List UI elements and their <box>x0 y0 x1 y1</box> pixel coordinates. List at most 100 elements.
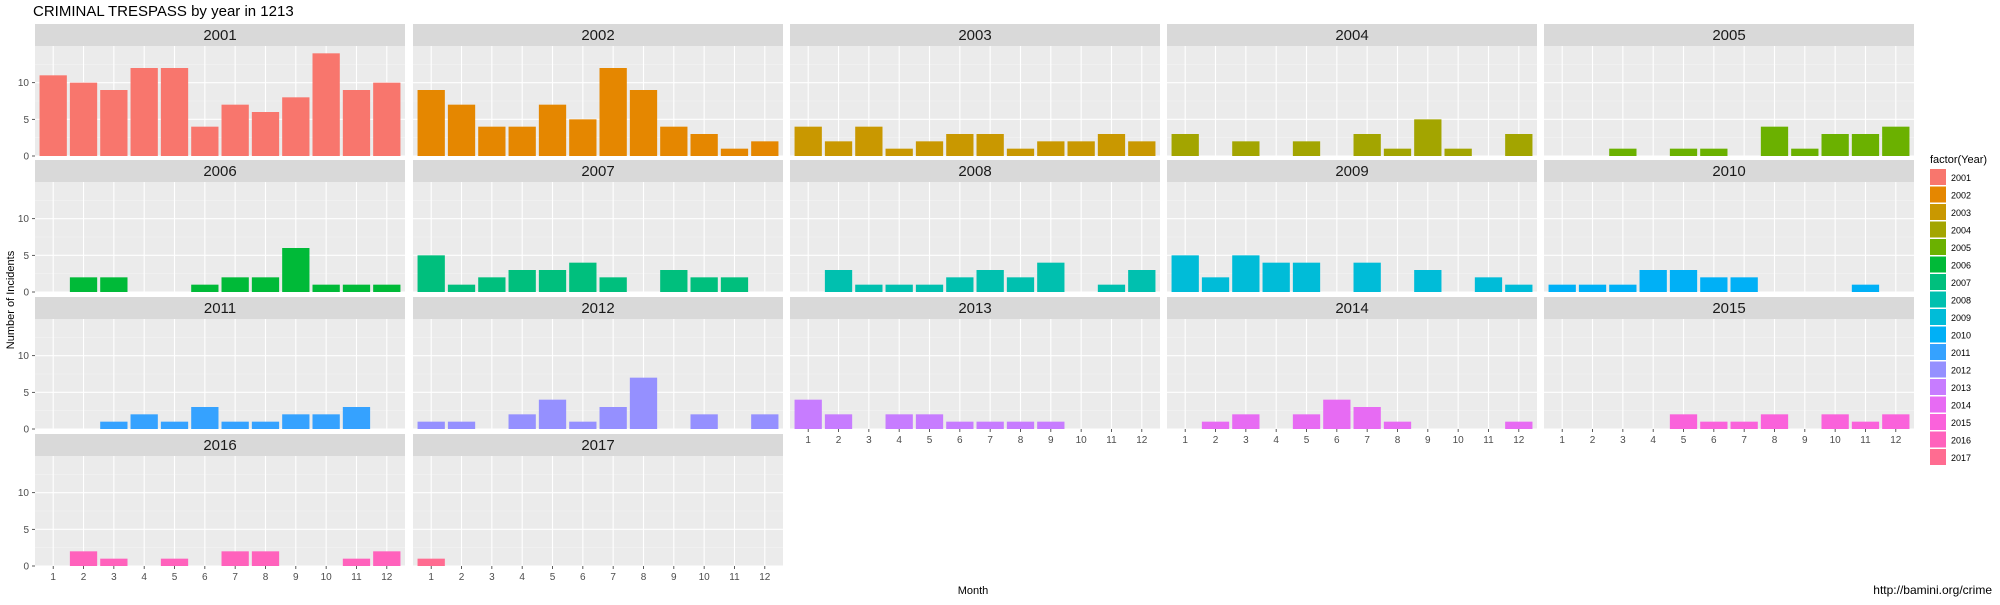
bar-2010-month-1 <box>1548 284 1576 292</box>
bar-2006-month-7 <box>221 277 249 292</box>
facet-strip <box>1544 24 1914 46</box>
bar-2015-month-10 <box>1821 414 1849 429</box>
bar-2009-month-11 <box>1474 277 1503 292</box>
bar-2003-month-5 <box>915 141 944 156</box>
bar-2009-month-5 <box>1292 262 1321 292</box>
legend: factor(Year) 2001 2002 2003 2004 2005 2006 200… <box>1930 154 1987 465</box>
legend-key-2008 <box>1930 291 1946 308</box>
bar-2007-month-3 <box>478 277 506 292</box>
bar-2008-month-8 <box>1006 277 1035 292</box>
x-tick-label: 1 <box>428 572 434 583</box>
legend-label: 2013 <box>1951 383 1971 393</box>
legend-key-2003 <box>1930 204 1946 220</box>
x-tick-label: 7 <box>987 435 993 446</box>
x-tick-label: 8 <box>641 572 647 583</box>
bar-2012-month-5 <box>538 399 567 429</box>
x-tick-label: 12 <box>759 572 771 583</box>
facet-strip-label: 2015 <box>1712 300 1745 317</box>
bar-2015-month-11 <box>1851 421 1880 429</box>
x-tick-label: 7 <box>1364 435 1370 446</box>
x-tick-label: 8 <box>263 572 269 583</box>
y-tick-label: 10 <box>18 214 30 225</box>
bar-2010-month-3 <box>1609 284 1637 292</box>
y-tick-label: 10 <box>18 78 30 89</box>
x-tick-label: 10 <box>1453 435 1465 446</box>
legend-label: 2006 <box>1951 261 1971 271</box>
bar-2009-month-7 <box>1353 262 1381 292</box>
bar-2002-month-3 <box>478 126 506 156</box>
bar-2013-month-8 <box>1006 421 1035 429</box>
x-tick-label: 7 <box>610 572 616 583</box>
bar-2001-month-11 <box>342 90 371 156</box>
x-tick-label: 10 <box>1076 435 1088 446</box>
facet-strip <box>1544 297 1914 319</box>
y-tick-label: 5 <box>23 115 29 126</box>
bar-2007-month-11 <box>720 277 749 292</box>
facet-panel-2006: 2006 0 5 10 <box>18 160 405 299</box>
x-tick-label: 5 <box>1304 435 1310 446</box>
bar-2013-month-5 <box>915 414 944 429</box>
bar-2016-month-3 <box>100 558 128 566</box>
legend-label: 2015 <box>1951 418 1971 428</box>
bar-2012-month-12 <box>751 414 779 429</box>
bar-2004-month-3 <box>1232 141 1260 156</box>
x-tick-label: 3 <box>111 572 117 583</box>
bar-2004-month-12 <box>1505 134 1533 156</box>
bar-2009-month-12 <box>1505 284 1533 292</box>
bar-2005-month-11 <box>1851 134 1880 156</box>
facet-strip <box>413 297 783 319</box>
bar-2008-month-9 <box>1037 262 1065 292</box>
x-tick-label: 10 <box>1830 435 1842 446</box>
bar-2003-month-8 <box>1006 148 1035 156</box>
bar-2013-month-9 <box>1037 421 1065 429</box>
facet-strip <box>35 434 405 456</box>
bar-2007-month-5 <box>538 270 567 292</box>
x-tick-label: 8 <box>1395 435 1401 446</box>
bar-2005-month-6 <box>1700 148 1728 156</box>
facet-panel-2003: 2003 <box>790 24 1160 157</box>
bar-2002-month-8 <box>629 90 658 156</box>
bar-2009-month-3 <box>1232 255 1260 292</box>
x-tick-label: 3 <box>489 572 495 583</box>
legend-label: 2012 <box>1951 366 1971 376</box>
bar-2003-month-12 <box>1128 141 1156 156</box>
bar-2003-month-2 <box>824 141 853 156</box>
legend-key-2014 <box>1930 396 1946 413</box>
bar-2008-month-7 <box>976 270 1004 292</box>
facet-panel-2008: 2008 <box>790 160 1160 293</box>
bar-2015-month-8 <box>1760 414 1789 429</box>
x-tick-label: 6 <box>1334 435 1340 446</box>
bar-2004-month-8 <box>1383 148 1412 156</box>
facet-strip-label: 2008 <box>958 163 991 180</box>
bar-2005-month-12 <box>1882 126 1910 156</box>
bar-2008-month-2 <box>824 270 853 292</box>
bar-2003-month-9 <box>1037 141 1065 156</box>
x-tick-label: 4 <box>1273 435 1279 446</box>
x-tick-label: 2 <box>836 435 842 446</box>
x-tick-label: 1 <box>805 435 811 446</box>
legend-label: 2014 <box>1951 401 1971 411</box>
bar-2011-month-8 <box>251 421 280 429</box>
bar-2006-month-6 <box>191 284 219 292</box>
x-tick-label: 5 <box>172 572 178 583</box>
facet-strip <box>413 434 783 456</box>
y-tick-label: 0 <box>23 152 29 163</box>
bar-2016-month-12 <box>373 551 401 566</box>
x-tick-label: 4 <box>896 435 902 446</box>
x-tick-label: 6 <box>202 572 208 583</box>
x-tick-label: 1 <box>1559 435 1565 446</box>
bar-2002-month-2 <box>447 104 476 156</box>
bar-2006-month-12 <box>373 284 401 292</box>
bar-2011-month-9 <box>282 414 310 429</box>
x-tick-label: 9 <box>1425 435 1431 446</box>
bar-2002-month-10 <box>690 134 718 156</box>
bar-2010-month-2 <box>1578 284 1607 292</box>
legend-label: 2011 <box>1951 348 1970 358</box>
bar-2006-month-8 <box>251 277 280 292</box>
bar-2003-month-7 <box>976 134 1004 156</box>
bar-2005-month-10 <box>1821 134 1849 156</box>
bar-2011-month-7 <box>221 421 249 429</box>
